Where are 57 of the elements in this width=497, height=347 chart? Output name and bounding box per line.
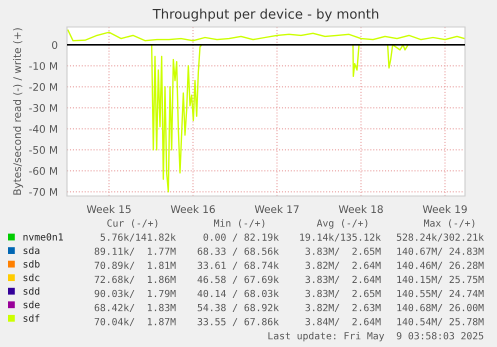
text: Last update: Fri May 9 03:58:03 2025: [268, 332, 484, 342]
legend-label: sdb: [24, 260, 40, 268]
text: 140.67M/ 24.83M: [397, 248, 484, 256]
legend-label: sde: [24, 300, 40, 308]
line-series: [67, 29, 465, 42]
text: 68.33 / 68.56k: [198, 247, 279, 256]
text: 140.54M/ 25.78M: [397, 318, 484, 326]
x-tick-label: Week 17: [254, 205, 299, 214]
x-tick-label: Week 15: [86, 205, 131, 214]
x-tick-label: Week 18: [338, 205, 383, 214]
y-tick-label: 0: [52, 41, 58, 49]
text: 3.82M/ 2.64M: [306, 262, 381, 270]
text: 70.04k/ 1.87M: [94, 318, 176, 326]
line-series: [150, 44, 409, 192]
legend-label: sdf: [24, 314, 40, 322]
legend-label: sdd: [24, 287, 40, 295]
text: 46.58 / 67.69k: [198, 276, 279, 284]
y-tick-label: -30 M: [29, 104, 57, 112]
chart-title: Throughput per device - by month: [152, 8, 378, 22]
x-tick-label: Week 19: [422, 205, 467, 214]
y-tick-label: -70 M: [29, 188, 57, 196]
text: 528.24k/302.21k: [396, 233, 484, 242]
text: 5.76k/141.82k: [100, 233, 176, 242]
y-axis-title: Bytes/second read (-) / write (+): [13, 28, 24, 195]
y-tick-label: -50 M: [29, 146, 57, 154]
legend-label: nvme0n1: [24, 233, 63, 241]
text: 90.03k/ 1.79M: [94, 290, 176, 298]
text: 140.55M/ 24.74M: [397, 290, 484, 298]
text: Max (-/+): [424, 219, 474, 228]
text: 54.38 / 68.92k: [198, 304, 279, 312]
text: 3.83M/ 2.65M: [306, 290, 381, 298]
text: 72.68k/ 1.86M: [94, 276, 176, 284]
text: 68.42k/ 1.83M: [94, 304, 176, 312]
text: Avg (-/+): [316, 219, 368, 229]
text: Cur (-/+): [107, 219, 158, 228]
legend-label: sdc: [24, 274, 40, 282]
y-tick-label: -40 M: [29, 125, 57, 133]
text: 33.55 / 67.86k: [198, 318, 279, 326]
text: 40.14 / 68.03k: [198, 290, 279, 298]
text: 3.84M/ 2.64M: [306, 318, 381, 326]
text: 140.46M/ 26.28M: [397, 262, 484, 270]
text: 19.14k/135.12k: [300, 233, 381, 242]
text: 3.83M/ 2.64M: [306, 276, 381, 284]
legend-label: sda: [24, 246, 40, 254]
x-tick-label: Week 16: [170, 205, 215, 214]
text: 140.68M/ 26.00M: [397, 304, 484, 312]
text: 89.11k/ 1.77M: [94, 247, 176, 256]
text: 70.89k/ 1.81M: [94, 261, 176, 270]
text: 33.61 / 68.74k: [198, 261, 279, 270]
text: 0.00 / 82.19k: [204, 233, 279, 242]
y-tick-label: -60 M: [29, 167, 57, 175]
text: Min (-/+): [214, 219, 264, 228]
y-tick-label: -20 M: [29, 83, 57, 91]
text: 140.15M/ 25.75M: [397, 276, 484, 284]
y-tick-label: -10 M: [29, 62, 57, 70]
text: 3.82M/ 2.63M: [306, 304, 381, 312]
text: 3.83M/ 2.65M: [306, 248, 381, 256]
